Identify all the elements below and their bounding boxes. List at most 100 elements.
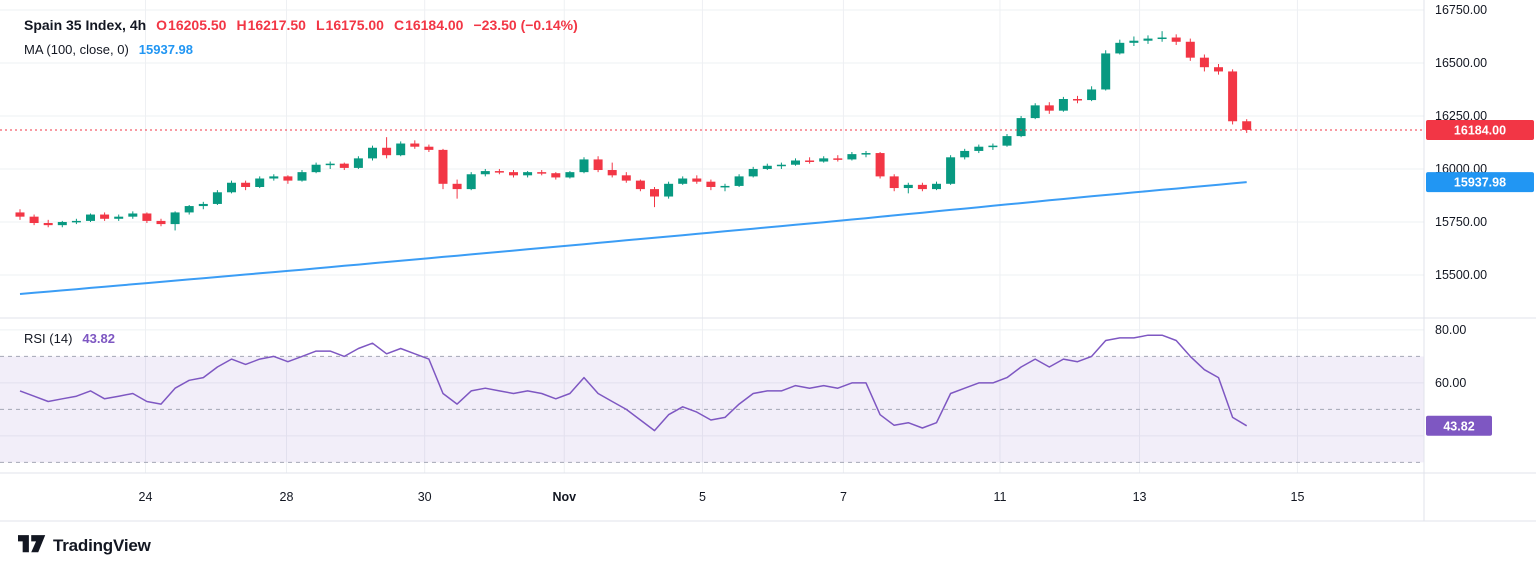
candle-body — [509, 172, 518, 176]
candle-body — [720, 185, 730, 188]
candle-body — [466, 174, 476, 190]
candle-body — [861, 153, 871, 155]
svg-text:16184.00: 16184.00 — [1454, 123, 1506, 137]
candle-body — [791, 160, 800, 165]
candle-body — [1058, 99, 1068, 111]
rsi-axis-label: 60.00 — [1435, 376, 1466, 390]
candle-body — [974, 146, 984, 151]
last-price-badge: 16184.00 — [1426, 119, 1534, 140]
candle-body — [170, 212, 180, 225]
candle-body — [353, 158, 363, 168]
ma-legend-row: MA (100, close, 0) 15937.98 — [24, 42, 578, 57]
ma-value-badge: 15937.98 — [1426, 172, 1534, 193]
ohlc-low-label: L — [315, 17, 325, 33]
rsi-value-badge: 43.82 — [1426, 415, 1492, 436]
rsi-indicator-value: 43.82 — [82, 331, 115, 346]
rsi-line — [19, 334, 1248, 432]
rsi-legend-row: RSI (14) 43.82 — [24, 331, 115, 346]
candle-body — [1030, 105, 1040, 119]
candle-body — [579, 159, 589, 173]
rsi-panel-legend: RSI (14) 43.82 — [24, 331, 115, 346]
tradingview-logo-text: TradingView — [53, 535, 151, 555]
candle-body — [71, 220, 81, 223]
candle-body — [339, 163, 349, 168]
candle-body — [903, 184, 913, 189]
candle-body — [438, 149, 448, 184]
candle-body — [1214, 67, 1223, 72]
price-axis-label: 16500.00 — [1435, 56, 1487, 70]
candle-body — [156, 220, 166, 225]
time-axis-label: 24 — [139, 490, 153, 504]
candle-body — [424, 146, 434, 150]
time-axis-label: 28 — [280, 490, 294, 504]
candle-body — [819, 158, 829, 162]
candle-body — [523, 172, 533, 176]
candle-body — [805, 160, 815, 162]
candle-body — [452, 183, 462, 190]
ohlc-close: C 16184.00 — [394, 17, 464, 33]
candle-body — [932, 183, 941, 190]
time-axis-label: 13 — [1133, 490, 1147, 504]
candle-body — [396, 143, 406, 156]
candle-body — [1115, 42, 1125, 54]
price-axis-label: 15750.00 — [1435, 215, 1487, 229]
candle-body — [776, 164, 786, 167]
symbol-title[interactable]: Spain 35 Index, 4h — [24, 17, 147, 33]
price-change: −23.50 (−0.14%) — [473, 17, 578, 33]
candle-body — [410, 143, 420, 147]
ma-indicator-label[interactable]: MA (100, close, 0) — [24, 42, 129, 57]
time-axis-label: Nov — [552, 490, 576, 504]
tradingview-logo-icon — [18, 534, 46, 552]
symbol-legend-row: Spain 35 Index, 4h O 16205.50 H 16217.50 L… — [24, 17, 578, 33]
candle-body — [100, 214, 110, 219]
ohlc-high: H 16217.50 — [236, 17, 306, 33]
candle-body — [241, 182, 251, 187]
candle-body — [1143, 38, 1153, 41]
candle-body — [748, 168, 758, 177]
candle-body — [212, 192, 222, 204]
time-axis-label: 11 — [993, 490, 1006, 504]
candle-body — [198, 203, 208, 207]
candle-body — [283, 176, 293, 181]
ohlc-open: O 16205.50 — [156, 17, 226, 33]
candle-body — [1101, 53, 1111, 90]
svg-text:43.82: 43.82 — [1443, 419, 1474, 433]
candle-body — [43, 223, 53, 226]
tradingview-logo[interactable]: TradingView — [18, 534, 151, 557]
candle-body — [678, 178, 688, 184]
candle-body — [847, 154, 857, 160]
time-axis[interactable]: 24 28 30 Nov 5 7 11 13 15 — [139, 490, 1305, 504]
candle-body — [917, 184, 927, 190]
candle-body — [368, 147, 377, 159]
candle-body — [29, 216, 39, 224]
candle-body — [114, 216, 124, 219]
candle-body — [325, 163, 335, 166]
candle-body — [1002, 136, 1012, 146]
time-axis-label: 30 — [418, 490, 432, 504]
candle-body — [1129, 40, 1139, 43]
candle-body — [1157, 37, 1167, 40]
candle-body — [650, 189, 659, 197]
candle-body — [311, 164, 321, 173]
candle-body — [1073, 99, 1082, 101]
rsi-axis-label: 80.00 — [1435, 323, 1466, 337]
price-axis-label: 16750.00 — [1435, 3, 1487, 17]
candle-body — [1087, 89, 1097, 101]
candle-body — [537, 172, 547, 174]
price-axis[interactable]: 16750.0016500.0016250.0016000.0015750.00… — [1435, 3, 1487, 390]
footer-bar: TradingView — [0, 522, 1536, 569]
candle-body — [1016, 118, 1026, 137]
price-axis-label: 15500.00 — [1435, 268, 1487, 282]
candle-body — [762, 165, 772, 169]
candle-body — [565, 172, 575, 178]
candle-body — [889, 176, 899, 189]
candle-body — [621, 175, 631, 181]
candle-body — [142, 213, 152, 221]
rsi-indicator-label[interactable]: RSI (14) — [24, 331, 73, 346]
candle-body — [57, 221, 67, 226]
ma-line — [19, 181, 1247, 295]
candle-body — [593, 159, 603, 171]
candle-body — [607, 170, 617, 176]
candle-body — [946, 157, 956, 184]
